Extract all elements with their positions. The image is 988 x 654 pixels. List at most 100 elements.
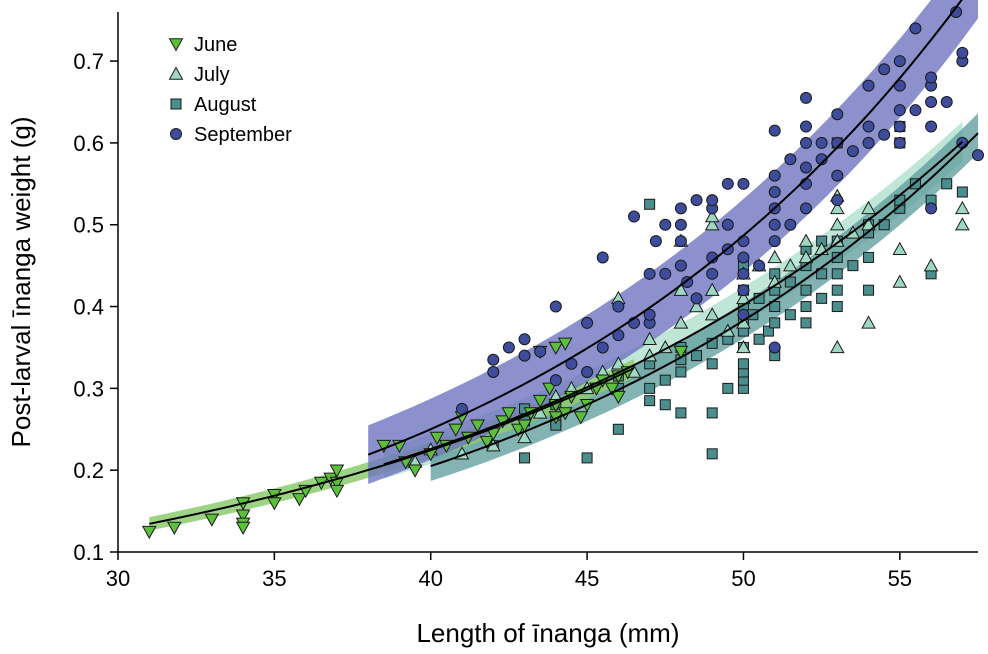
x-tick-label: 45: [575, 566, 599, 591]
data-point-september: [674, 259, 687, 272]
data-point-september: [549, 374, 562, 387]
data-point-july: [673, 315, 689, 329]
data-point-july: [955, 200, 970, 215]
data-point-july: [829, 200, 845, 215]
data-point-august: [800, 301, 812, 313]
data-point-august: [831, 301, 843, 313]
data-point-september: [862, 120, 875, 133]
data-point-august: [847, 260, 859, 272]
y-tick-label: 0.5: [73, 213, 104, 238]
data-point-august: [831, 284, 843, 296]
data-point-september: [768, 235, 781, 248]
data-point-june: [501, 407, 517, 421]
data-point-september: [956, 46, 969, 59]
data-point-september: [737, 267, 750, 280]
data-point-september: [831, 108, 844, 121]
data-point-june: [166, 521, 182, 535]
data-point-june: [542, 382, 557, 396]
x-axis-ticks: 30 35 40 45 50 55: [106, 552, 912, 591]
data-point-september: [518, 333, 531, 346]
data-point-september: [800, 161, 812, 174]
data-point-september: [643, 308, 656, 321]
data-point-august: [659, 399, 671, 411]
data-point-september: [925, 120, 938, 133]
data-point-august: [769, 301, 781, 313]
fit-lines: [149, 0, 979, 525]
data-point-september: [612, 300, 625, 313]
data-point-september: [878, 63, 891, 76]
data-point-september: [768, 341, 781, 354]
data-point-september: [815, 136, 828, 149]
data-point-september: [831, 169, 844, 182]
data-point-september: [706, 194, 719, 207]
data-point-september: [737, 251, 750, 264]
data-point-september: [674, 235, 687, 248]
data-point-september: [581, 366, 594, 378]
data-point-september: [487, 366, 500, 378]
data-point-september: [549, 300, 562, 313]
data-point-september: [800, 136, 812, 149]
data-point-august: [800, 317, 812, 329]
legend-label-july: July: [194, 64, 230, 86]
data-point-september: [815, 153, 828, 166]
data-point-september: [768, 169, 781, 182]
data-point-september: [878, 128, 891, 141]
data-point-august: [753, 333, 765, 345]
data-point-june: [407, 464, 423, 478]
data-point-june: [329, 464, 345, 478]
data-point-june: [573, 411, 589, 425]
data-point-september: [659, 267, 672, 280]
y-tick-label: 0.6: [73, 131, 104, 156]
data-point-september: [690, 194, 703, 207]
data-point-july: [829, 339, 845, 354]
x-axis-title: Length of īnanga (mm): [416, 618, 679, 648]
legend-marker-august: [170, 98, 182, 110]
data-point-september: [862, 136, 875, 149]
x-tick-label: 55: [888, 566, 912, 591]
data-point-august: [644, 198, 656, 210]
data-point-june: [517, 419, 532, 433]
data-point-august: [737, 358, 749, 370]
data-point-july: [861, 315, 876, 329]
data-point-august: [831, 251, 843, 263]
data-point-august: [644, 382, 656, 394]
data-point-september: [518, 349, 531, 362]
data-point-september: [643, 267, 656, 280]
data-point-june: [235, 521, 251, 535]
data-point-september: [925, 202, 938, 215]
data-point-august: [831, 268, 843, 280]
data-point-july: [673, 282, 689, 296]
y-axis-ticks: 0.1 0.2 0.3 0.4 0.5 0.6 0.7: [73, 49, 118, 565]
data-point-september: [925, 96, 938, 108]
y-tick-label: 0.4: [73, 295, 104, 320]
legend-label-august: August: [194, 94, 257, 116]
data-point-june: [557, 337, 573, 351]
data-point-july: [517, 429, 532, 444]
legend: June July August September: [168, 34, 292, 146]
legend-marker-june: [168, 38, 184, 52]
data-point-august: [769, 317, 781, 329]
data-point-july: [704, 307, 720, 321]
data-point-august: [519, 452, 531, 464]
data-point-september: [893, 136, 906, 149]
data-point-august: [581, 452, 593, 464]
data-point-september: [596, 251, 609, 264]
data-point-june: [329, 484, 345, 499]
data-point-september: [674, 202, 687, 215]
data-point-july: [532, 405, 548, 419]
legend-label-june: June: [194, 34, 237, 56]
data-point-september: [909, 22, 922, 35]
data-point-september: [534, 345, 547, 358]
data-point-august: [659, 374, 671, 386]
data-point-september: [800, 91, 812, 104]
data-point-july: [689, 299, 704, 313]
data-point-july: [704, 209, 720, 223]
data-point-august: [722, 382, 734, 394]
y-tick-label: 0.3: [73, 376, 104, 401]
data-point-july: [798, 233, 814, 247]
data-point-july: [611, 356, 626, 370]
data-point-september: [628, 210, 640, 223]
data-point-september: [940, 96, 953, 108]
data-point-july: [829, 217, 845, 231]
legend-marker-july: [168, 66, 184, 80]
